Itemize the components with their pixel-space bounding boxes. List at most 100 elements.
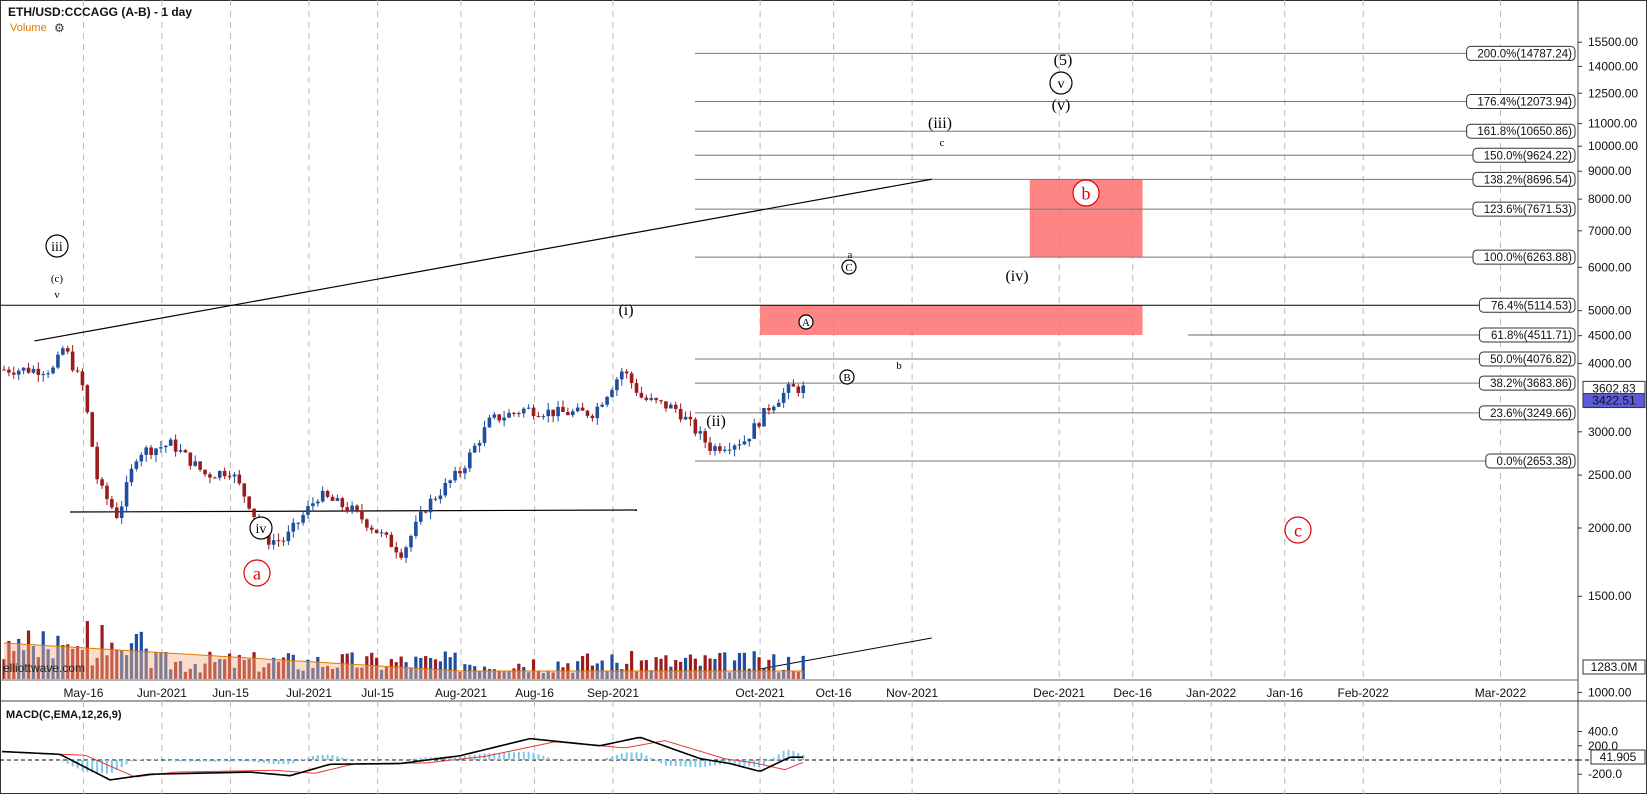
candle-body [801,386,805,393]
wave-c-red: c [1294,520,1302,540]
candle-body [738,444,742,445]
candle-body [61,348,65,354]
candle-body [591,416,595,418]
macd-histogram-bar [180,760,182,762]
price-axis-label: 9000.00 [1588,164,1632,178]
wave-iii-paren: (iii) [928,115,952,132]
candle-body [22,368,26,371]
price-axis-label: 11000.00 [1588,117,1637,131]
candle-body [105,486,109,499]
candle-body [252,509,256,517]
candle-body [287,532,291,542]
macd-histogram-bar [557,759,559,760]
candle-body [277,540,281,541]
macd-histogram-bar [562,759,564,760]
macd-histogram-bar [743,760,745,766]
price-axis-label: 7000.00 [1588,224,1632,238]
candle-body [787,384,791,393]
candle-body [635,383,639,393]
candle-body [429,499,433,513]
macd-histogram-bar [175,760,177,762]
volume-badge-text: 1283.0M [1591,660,1638,674]
candle-body [694,419,698,433]
fib-label-text: 50.0%(4076.82) [1490,354,1572,366]
macd-histogram-bar [96,760,98,773]
candle-body [341,498,345,507]
macd-histogram-bar [660,760,662,763]
candle-body [772,407,776,410]
candle-body [90,412,94,446]
time-axis-label: May-16 [63,686,103,700]
candle-body [193,461,197,465]
candle-body [326,491,330,497]
candle-body [169,440,173,446]
volume-label[interactable]: Volume [10,22,47,34]
macd-title: MACD(C,EMA,12,26,9) [6,709,122,721]
macd-histogram-bar [748,760,750,766]
fib-label: 176.4%(12073.94) [1467,94,1575,108]
time-axis-label: Sep-2021 [587,686,639,700]
candle-body [733,445,737,449]
macd-histogram-bar [297,760,299,761]
wave-5-paren: (5) [1054,52,1073,69]
fib-label: 23.6%(3249.66) [1479,406,1575,420]
macd-histogram-bar [130,760,132,761]
candle-body [27,368,31,373]
candle-body [777,403,781,407]
candle-body [571,411,575,415]
candle-body [125,482,129,506]
macd-histogram-bar [763,760,765,764]
candle-body [66,348,70,351]
candle-body [56,355,60,368]
macd-histogram-bar [126,760,128,764]
candle-body [561,407,565,412]
candle-body [76,370,80,371]
candle-body [414,522,418,536]
macd-histogram-bar [508,752,510,760]
candle-body [703,431,707,442]
fib-label-text: 100.0%(6263.88) [1484,252,1572,264]
price-axis-label: 2000.00 [1588,521,1632,535]
candle-body [218,471,222,478]
macd-histogram-bar [199,760,201,762]
candle-body [728,450,732,451]
macd-histogram-bar [513,752,515,760]
candle-body [159,447,163,448]
candle-body [439,495,443,499]
macd-histogram-bar [287,760,289,764]
candle-body [684,417,688,420]
wave-iv-circled: iv [256,522,267,537]
macd-histogram-bar [209,760,211,761]
macd-histogram-bar [165,760,167,761]
candle-body [512,413,516,414]
fib-label: 38.2%(3683.86) [1479,376,1575,390]
macd-histogram-bar [62,760,64,761]
candle-body [409,536,413,547]
candle-body [679,409,683,420]
macd-axis-label: 400.0 [1588,725,1618,739]
gear-icon[interactable]: ⚙ [54,21,65,35]
candle-body [527,408,531,409]
fib-label: 50.0%(4076.82) [1479,352,1575,366]
macd-axis-label: -200.0 [1588,767,1622,781]
macd-histogram-bar [528,752,530,760]
candle-body [600,405,604,407]
candle-body [375,530,379,533]
candle-body [7,370,11,373]
candle-body [154,449,158,455]
macd-histogram-bar [253,760,255,762]
candle-body [752,423,756,439]
candle-body [654,398,658,400]
macd-histogram-bar [243,760,245,761]
candle-body [110,499,114,507]
candle-body [32,369,36,373]
volume-trend-line [760,638,932,669]
candle-body [610,390,614,397]
macd-histogram-bar [258,760,260,762]
macd-histogram-bar [601,759,603,760]
macd-histogram-bar [415,758,417,760]
macd-histogram-bar [537,754,539,760]
candle-body [669,405,673,409]
macd-histogram-bar [523,752,525,760]
